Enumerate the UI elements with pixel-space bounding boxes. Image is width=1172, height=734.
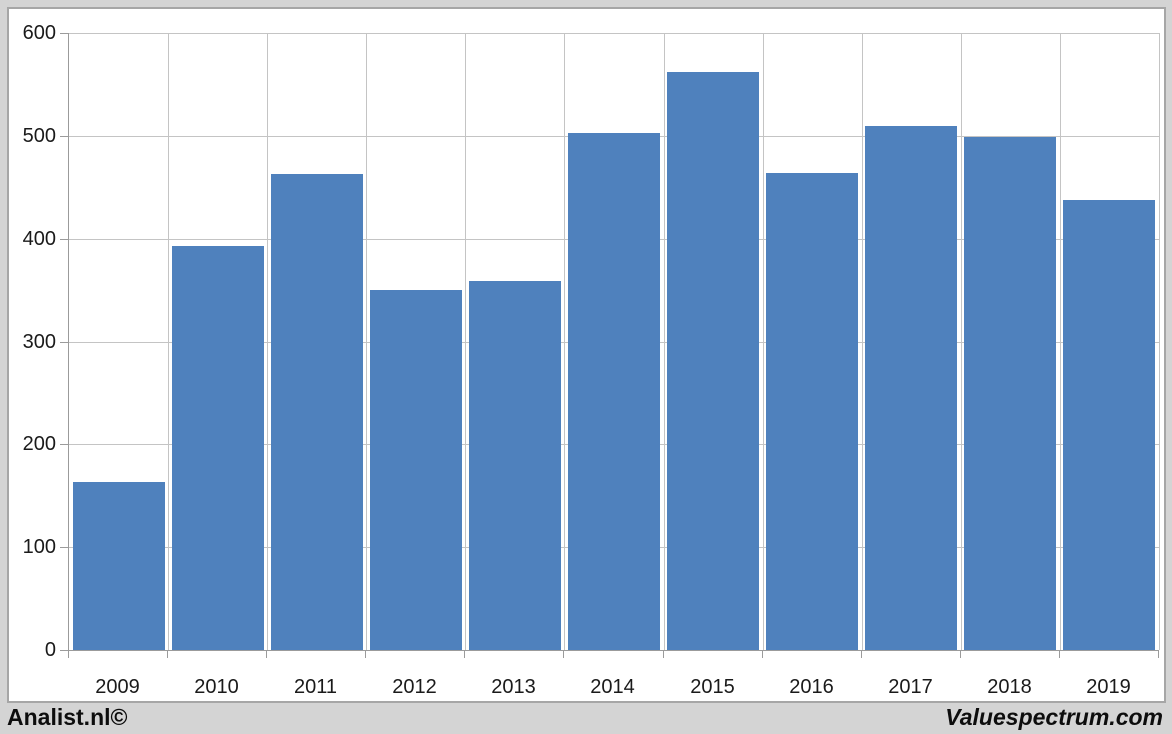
bar-2013 — [469, 281, 561, 650]
footer-bar: Analist.nl© Valuespectrum.com — [0, 703, 1172, 734]
gridline-v-10 — [1060, 33, 1061, 650]
bar-2014 — [568, 133, 660, 650]
gridline-v-11 — [1159, 33, 1160, 650]
x-tick-7 — [762, 650, 763, 658]
bar-2012 — [370, 290, 462, 650]
x-tick-5 — [563, 650, 564, 658]
y-axis-label-0: 0 — [44, 639, 56, 661]
gridline-v-2 — [267, 33, 268, 650]
gridline-v-6 — [664, 33, 665, 650]
x-axis-label-2018: 2018 — [987, 676, 1032, 698]
analist-credit: Analist.nl© — [7, 704, 128, 730]
x-axis-label-2009: 2009 — [95, 676, 140, 698]
x-axis-label-2016: 2016 — [789, 676, 834, 698]
x-axis-label-2015: 2015 — [690, 676, 735, 698]
x-tick-3 — [365, 650, 366, 658]
x-tick-9 — [960, 650, 961, 658]
y-axis-label-100: 100 — [22, 536, 56, 558]
y-axis-label-500: 500 — [22, 125, 56, 147]
bar-2011 — [271, 174, 363, 650]
gridline-v-4 — [465, 33, 466, 650]
y-axis-label-200: 200 — [22, 433, 56, 455]
x-axis-label-2019: 2019 — [1086, 676, 1131, 698]
x-axis-label-2010: 2010 — [194, 676, 239, 698]
x-tick-4 — [464, 650, 465, 658]
y-tick-400 — [60, 239, 68, 240]
x-tick-0 — [68, 650, 69, 658]
bar-2018 — [964, 137, 1056, 650]
x-tick-1 — [167, 650, 168, 658]
y-axis-label-600: 600 — [22, 22, 56, 44]
gridline-v-1 — [168, 33, 169, 650]
x-tick-10 — [1059, 650, 1060, 658]
bar-2019 — [1063, 200, 1155, 650]
x-tick-11 — [1158, 650, 1159, 658]
gridline-h-600 — [69, 33, 1159, 34]
bar-2010 — [172, 246, 264, 650]
x-tick-6 — [663, 650, 664, 658]
bar-2017 — [865, 126, 957, 650]
x-axis-label-2014: 2014 — [590, 676, 635, 698]
x-axis-label-2011: 2011 — [293, 676, 337, 698]
gridline-v-9 — [961, 33, 962, 650]
y-tick-500 — [60, 136, 68, 137]
chart-panel: 0 100 200 300 400 500 600 2009 2010 2011 2012 2013 2… — [7, 7, 1166, 703]
y-tick-0 — [60, 650, 68, 651]
x-axis-label-2012: 2012 — [392, 676, 437, 698]
gridline-v-8 — [862, 33, 863, 650]
plot-area — [68, 33, 1160, 651]
gridline-v-5 — [564, 33, 565, 650]
y-axis-label-400: 400 — [22, 228, 56, 250]
bar-2009 — [73, 482, 165, 650]
x-tick-2 — [266, 650, 267, 658]
y-axis-label-300: 300 — [22, 331, 56, 353]
valuespectrum-credit: Valuespectrum.com — [945, 704, 1163, 730]
bar-2015 — [667, 72, 759, 650]
gridline-v-7 — [763, 33, 764, 650]
x-tick-8 — [861, 650, 862, 658]
x-axis-label-2017: 2017 — [888, 676, 933, 698]
y-tick-100 — [60, 547, 68, 548]
y-tick-600 — [60, 33, 68, 34]
bar-2016 — [766, 173, 858, 650]
y-tick-300 — [60, 342, 68, 343]
x-axis-label-2013: 2013 — [491, 676, 536, 698]
gridline-v-3 — [366, 33, 367, 650]
y-tick-200 — [60, 444, 68, 445]
